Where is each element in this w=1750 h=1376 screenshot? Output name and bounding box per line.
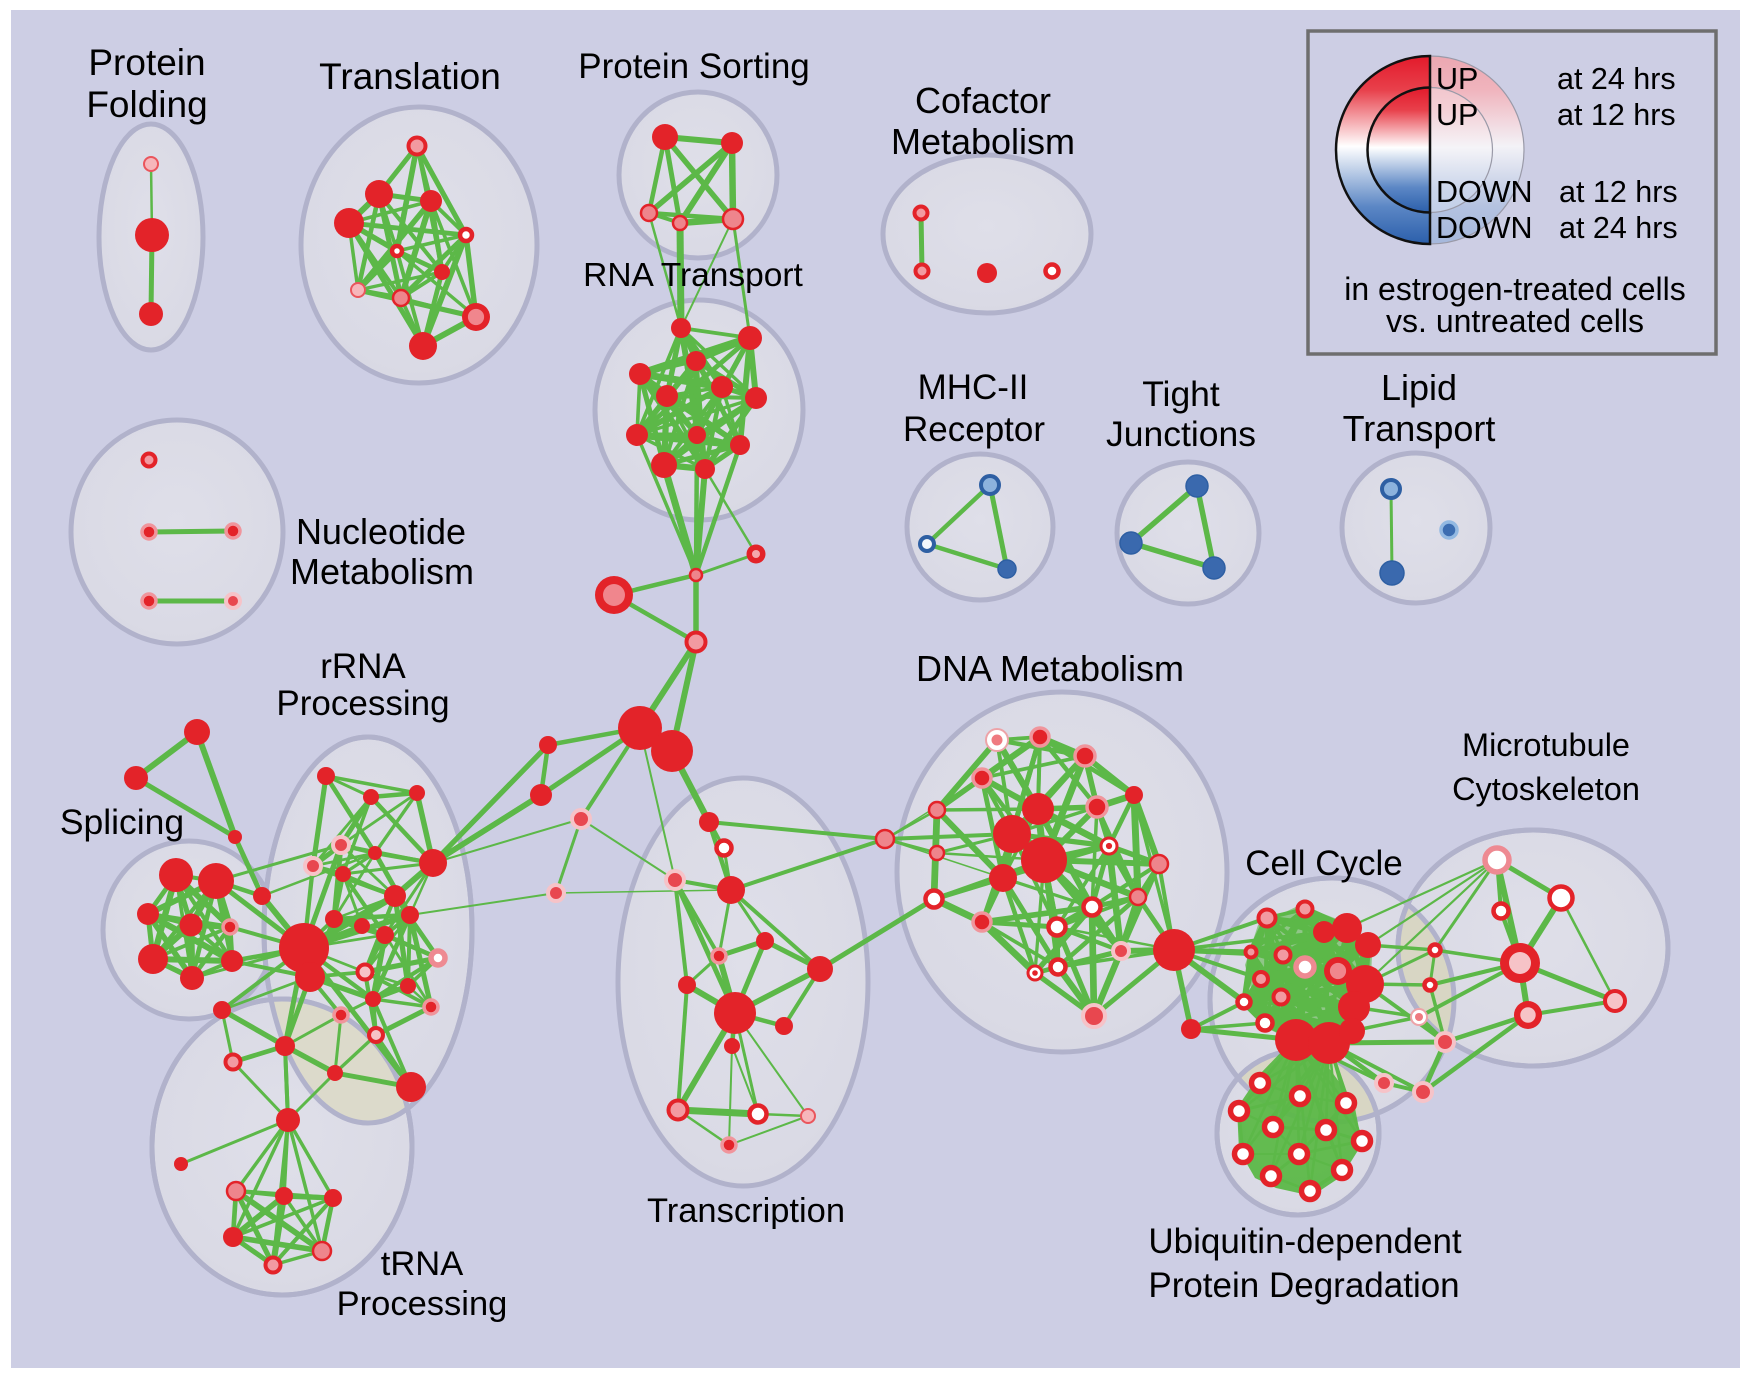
svg-text:DNA Metabolism: DNA Metabolism	[916, 648, 1184, 689]
svg-text:Lipid: Lipid	[1381, 367, 1457, 408]
svg-text:UP: UP	[1436, 62, 1478, 96]
svg-text:vs. untreated cells: vs. untreated cells	[1386, 303, 1644, 339]
svg-text:UP: UP	[1436, 98, 1478, 132]
svg-text:Processing: Processing	[337, 1285, 508, 1323]
svg-text:rRNA: rRNA	[320, 647, 406, 686]
svg-text:DOWN: DOWN	[1436, 211, 1533, 245]
svg-text:in estrogen-treated cells: in estrogen-treated cells	[1344, 271, 1686, 307]
svg-text:DOWN: DOWN	[1436, 175, 1533, 209]
svg-text:at 12 hrs: at 12 hrs	[1559, 175, 1678, 209]
svg-text:Receptor: Receptor	[903, 410, 1045, 449]
svg-text:Processing: Processing	[276, 684, 449, 723]
svg-text:Cell Cycle: Cell Cycle	[1245, 844, 1403, 883]
svg-text:Cofactor: Cofactor	[915, 80, 1051, 121]
svg-text:RNA Transport: RNA Transport	[583, 257, 803, 294]
svg-text:Nucleotide: Nucleotide	[296, 511, 466, 552]
svg-text:MHC-II: MHC-II	[918, 368, 1029, 407]
svg-text:Metabolism: Metabolism	[290, 551, 474, 592]
svg-text:Microtubule: Microtubule	[1462, 727, 1630, 763]
svg-text:Ubiquitin-dependent: Ubiquitin-dependent	[1148, 1222, 1462, 1261]
svg-text:tRNA: tRNA	[381, 1245, 463, 1283]
svg-text:Metabolism: Metabolism	[891, 121, 1075, 162]
svg-text:Transcription: Transcription	[647, 1192, 845, 1230]
svg-text:Cytoskeleton: Cytoskeleton	[1452, 771, 1640, 807]
svg-text:Protein: Protein	[88, 42, 205, 83]
svg-text:Junctions: Junctions	[1106, 414, 1256, 454]
svg-text:at 24 hrs: at 24 hrs	[1557, 62, 1676, 96]
svg-text:at 24 hrs: at 24 hrs	[1559, 211, 1678, 245]
svg-text:Transport: Transport	[1343, 408, 1496, 449]
svg-text:Protein Degradation: Protein Degradation	[1148, 1266, 1459, 1305]
svg-text:Tight: Tight	[1142, 374, 1220, 414]
svg-text:Folding: Folding	[86, 84, 207, 125]
svg-text:Protein Sorting: Protein Sorting	[578, 47, 810, 86]
svg-text:Splicing: Splicing	[60, 802, 184, 842]
svg-text:at 12 hrs: at 12 hrs	[1557, 98, 1676, 132]
svg-text:Translation: Translation	[319, 56, 501, 97]
